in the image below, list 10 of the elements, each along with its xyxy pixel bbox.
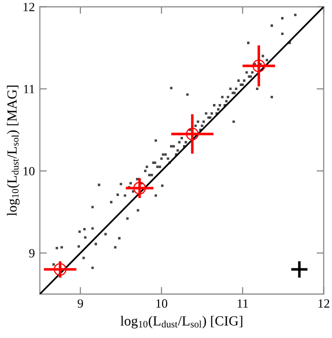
x-tick-label: 10 (156, 299, 168, 308)
x-tick-label: 12 (318, 299, 330, 308)
x-axis-title: log$_{10}$(L$_{dust}$/L$_{sol}$) [CIG] (120, 316, 242, 328)
x-tick-label: 9 (78, 299, 84, 308)
y-tick-label: 12 (24, 2, 34, 12)
y-tick-label: 11 (24, 84, 34, 94)
y-tick-label: 9 (29, 249, 34, 258)
x-tick-label: 11 (238, 299, 248, 308)
y-tick-label: 10 (24, 166, 34, 176)
y-axis-title: log$_{10}$(L$_{dust}$/L$_{sol}$) [MAG] (6, 86, 20, 216)
